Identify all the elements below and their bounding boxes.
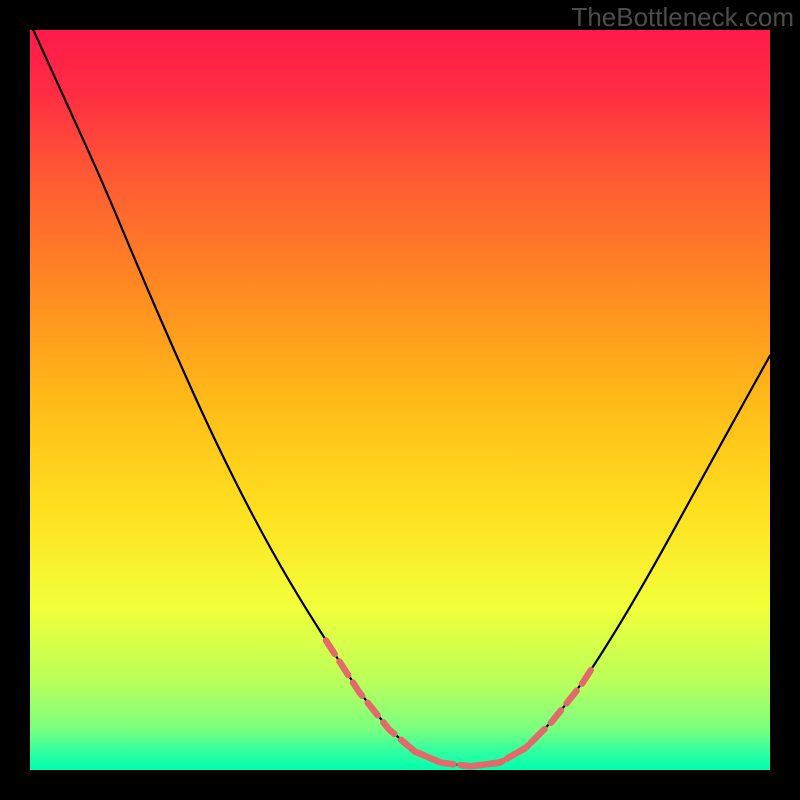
bottleneck-chart: [30, 30, 770, 770]
watermark-text: TheBottleneck.com: [571, 2, 794, 33]
chart-background: [30, 30, 770, 770]
stage: TheBottleneck.com: [0, 0, 800, 800]
